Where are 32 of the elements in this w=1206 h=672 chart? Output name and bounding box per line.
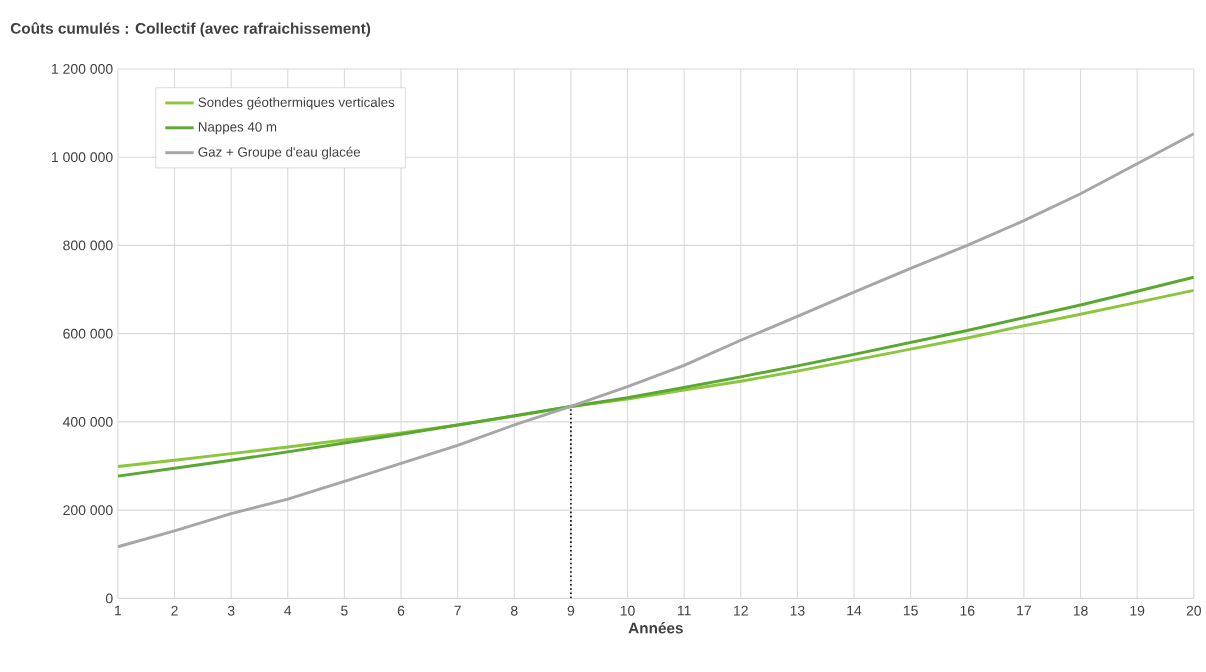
legend-label: Gaz + Groupe d'eau glacée <box>198 146 361 160</box>
y-tick-label: 1 200 000 <box>52 63 113 74</box>
x-tick-label: 4 <box>284 605 292 616</box>
y-tick-label: 0 <box>105 593 113 604</box>
x-tick-label: 12 <box>734 605 748 616</box>
x-tick-label: 14 <box>847 605 862 616</box>
y-tick-label: 400 000 <box>62 416 113 427</box>
x-tick-label: 3 <box>227 605 235 616</box>
x-tick-label: 17 <box>1017 605 1031 616</box>
x-tick-label: 15 <box>903 605 918 616</box>
x-tick-label: 10 <box>620 605 635 616</box>
x-tick-label: 13 <box>790 605 805 616</box>
y-tick-label: 600 000 <box>63 328 113 339</box>
y-tick-label: 800 000 <box>63 240 113 251</box>
legend-label: Nappes 40 m <box>198 122 277 135</box>
y-tick-label: 200 000 <box>63 505 113 515</box>
x-tick-label: 18 <box>1073 605 1088 616</box>
x-tick-label: 20 <box>1186 605 1202 616</box>
x-tick-label: 9 <box>567 605 575 616</box>
x-tick-label: 11 <box>677 605 691 616</box>
x-axis-title: Années <box>628 621 683 634</box>
y-tick-label: 1 000 000 <box>52 152 113 162</box>
x-tick-label: 8 <box>510 605 518 616</box>
x-tick-label: 7 <box>454 605 461 616</box>
x-tick-label: 2 <box>171 605 178 616</box>
x-tick-label: 6 <box>397 605 405 616</box>
legend-label: Sondes géothermiques verticales <box>198 96 395 110</box>
chart-title: Coûts cumulés : Collectif (avec rafraichissement) <box>10 22 371 37</box>
x-tick-label: 5 <box>341 605 348 616</box>
x-tick-label: 1 <box>115 605 122 616</box>
x-tick-label: 16 <box>960 605 975 616</box>
x-tick-label: 19 <box>1130 605 1145 616</box>
